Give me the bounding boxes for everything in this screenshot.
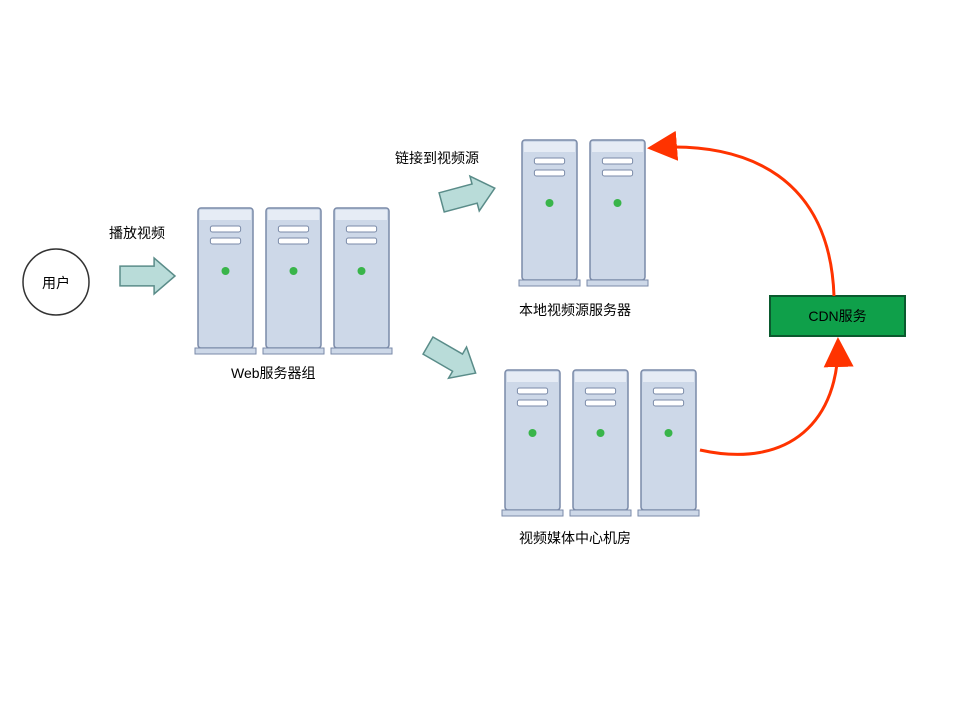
arrow-web-to-media — [419, 330, 485, 389]
label-local-source: 本地视频源服务器 — [519, 300, 631, 320]
local-source-servers-0 — [519, 140, 580, 286]
curve-media-to-cdn — [700, 340, 838, 454]
power-led-icon — [614, 199, 622, 207]
cdn-box — [770, 296, 905, 336]
label-web-group: Web服务器组 — [231, 363, 316, 383]
power-led-icon — [665, 429, 673, 437]
label-play-video: 播放视频 — [109, 223, 165, 243]
label-media-center: 视频媒体中心机房 — [519, 528, 631, 548]
media-center-servers-2 — [638, 370, 699, 516]
curve-cdn-to-local — [650, 147, 834, 296]
power-led-icon — [222, 267, 230, 275]
arrow-web-to-source — [437, 171, 499, 220]
user-node — [23, 249, 89, 315]
power-led-icon — [358, 267, 366, 275]
label-link-source: 链接到视频源 — [395, 148, 479, 168]
power-led-icon — [597, 429, 605, 437]
web-server-group-1 — [263, 208, 324, 354]
local-source-servers-1 — [587, 140, 648, 286]
media-center-servers-1 — [570, 370, 631, 516]
diagram-canvas: 用户 CDN服务 — [0, 0, 960, 720]
arrow-user-to-web — [120, 258, 175, 294]
cdn-label: CDN服务 — [808, 308, 866, 324]
web-server-group-2 — [331, 208, 392, 354]
power-led-icon — [546, 199, 554, 207]
power-led-icon — [529, 429, 537, 437]
power-led-icon — [290, 267, 298, 275]
media-center-servers-0 — [502, 370, 563, 516]
user-label: 用户 — [42, 275, 70, 291]
web-server-group-0 — [195, 208, 256, 354]
